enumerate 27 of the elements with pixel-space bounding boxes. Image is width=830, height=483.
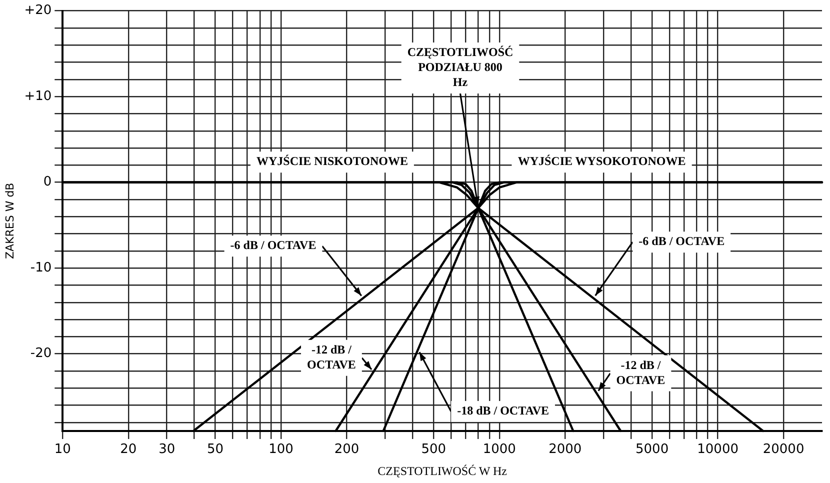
annotation: -6 dB / OCTAVE — [638, 234, 725, 248]
x-tick-label: 1000 — [482, 442, 516, 458]
x-tick-label: 200 — [334, 442, 360, 458]
annotation: -12 dB / OCTAVE — [307, 342, 356, 372]
annotation: WYJŚCIE NISKOTONOWE — [256, 154, 408, 168]
annotation: CZĘSTOTLIWOŚĆ PODZIAŁU 800 Hz — [407, 45, 514, 90]
y-tick-label: +10 — [24, 88, 52, 104]
y-tick-label: 0 — [43, 174, 52, 190]
y-tick-label: -20 — [30, 346, 52, 362]
y-tick-label: -10 — [30, 260, 52, 276]
x-tick-label: 500 — [421, 442, 446, 458]
x-tick-label: 50 — [207, 442, 224, 458]
x-tick-label: 2000 — [548, 442, 582, 458]
annotation: -18 dB / OCTAVE — [457, 404, 549, 418]
x-tick-label: 30 — [158, 442, 176, 458]
x-tick-label: 5000 — [636, 442, 669, 458]
y-tick-label: +20 — [24, 3, 52, 18]
annotation: WYJŚCIE WYSOKOTONOWE — [518, 154, 686, 168]
x-axis-title: CZĘSTOTLIWOŚĆ W Hz — [378, 464, 507, 478]
x-tick-label: 10000 — [697, 442, 738, 458]
annotation: -6 dB / OCTAVE — [230, 238, 316, 252]
x-tick-label: 100 — [268, 442, 294, 458]
x-tick-label: 20000 — [762, 442, 804, 458]
y-axis-title: ZAKRES W dB — [3, 182, 16, 260]
x-tick-label: 10 — [54, 442, 71, 458]
x-tick-label: 20 — [120, 442, 137, 458]
annotation: -12 dB / OCTAVE — [616, 358, 666, 387]
